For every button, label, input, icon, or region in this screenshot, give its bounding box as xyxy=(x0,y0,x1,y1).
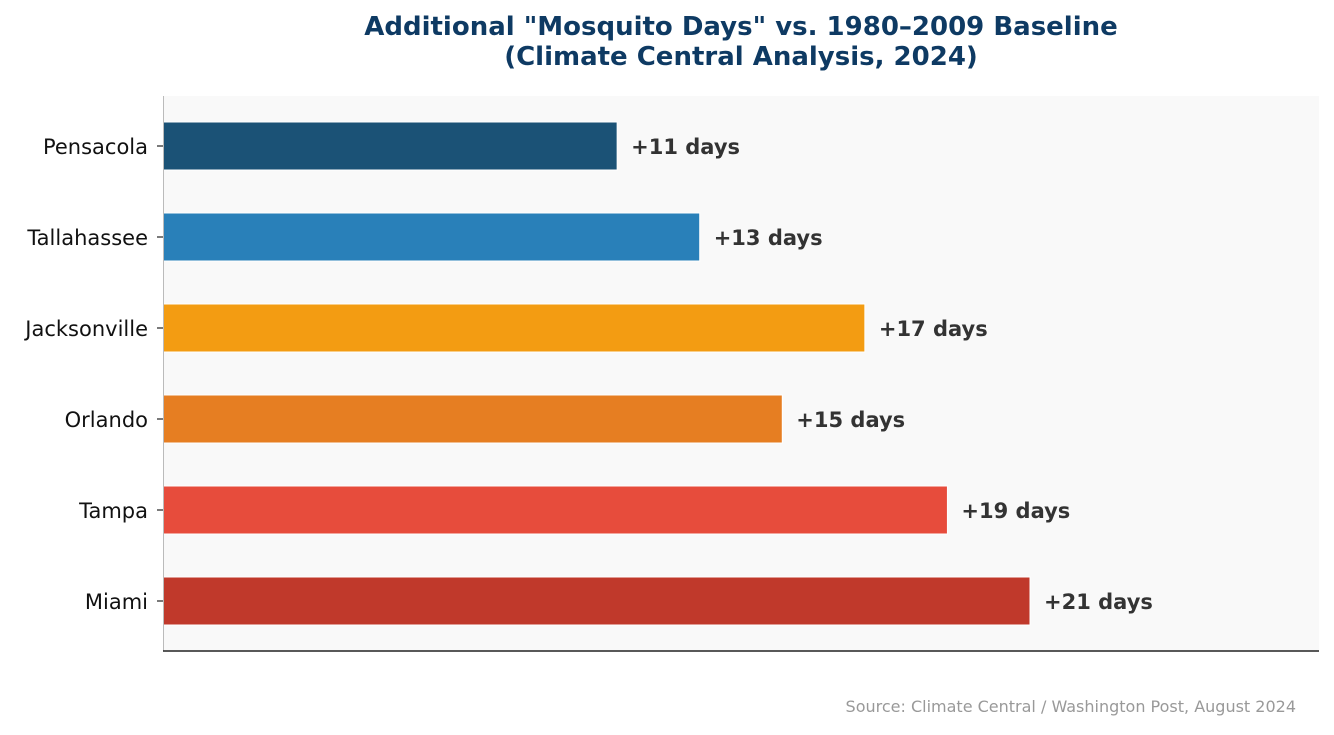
chart-title: Additional "Mosquito Days" vs. 1980–2009… xyxy=(364,12,1118,42)
y-tick-label: Tallahassee xyxy=(26,226,148,250)
y-tick-label: Miami xyxy=(85,590,148,614)
data-label: +15 days xyxy=(796,408,905,432)
data-label: +19 days xyxy=(961,499,1070,523)
bar-tampa xyxy=(162,485,948,535)
bars-group: Pensacola +11 days Tallahassee +13 days Jack… xyxy=(23,121,1153,626)
data-label: +21 days xyxy=(1044,590,1153,614)
y-tick-label: Orlando xyxy=(65,408,148,432)
plot-background xyxy=(163,96,1319,651)
y-tick-label: Tampa xyxy=(78,499,148,523)
source-note: Source: Climate Central / Washington Pos… xyxy=(846,697,1296,716)
bar-orlando xyxy=(162,394,783,444)
bar-tallahassee xyxy=(162,212,701,262)
data-label: +11 days xyxy=(631,135,740,159)
y-tick-label: Pensacola xyxy=(43,135,148,159)
data-label: +17 days xyxy=(879,317,988,341)
data-label: +13 days xyxy=(714,226,823,250)
bar-miami xyxy=(162,576,1031,626)
y-tick-label: Jacksonville xyxy=(23,317,148,341)
bar-jacksonville xyxy=(162,303,866,353)
chart-subtitle: (Climate Central Analysis, 2024) xyxy=(504,42,978,72)
bar-pensacola xyxy=(162,121,618,171)
